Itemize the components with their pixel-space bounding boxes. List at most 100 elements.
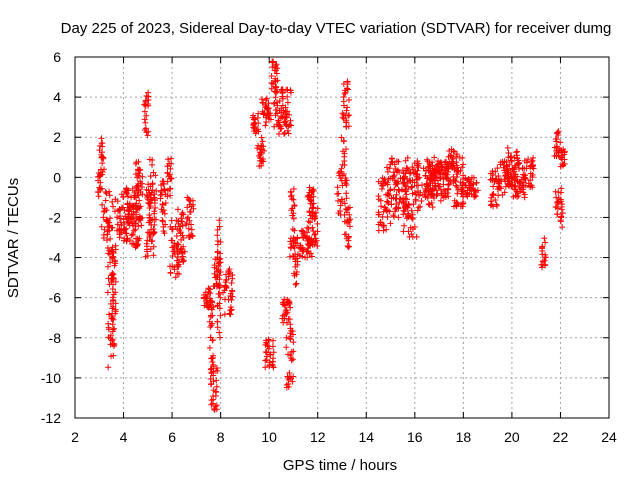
data-point-plus [186, 208, 193, 215]
data-point-plus [174, 240, 181, 247]
data-point-plus [501, 189, 508, 196]
data-point-plus [290, 234, 297, 241]
data-point-plus [117, 231, 124, 238]
data-point-plus [262, 122, 269, 129]
data-point-plus [223, 283, 230, 290]
data-point-plus [387, 175, 394, 182]
data-point-plus [553, 194, 560, 201]
data-point-plus [274, 77, 281, 84]
data-point-plus [512, 176, 519, 183]
data-point-plus [262, 97, 269, 104]
data-point-plus [165, 156, 172, 163]
data-point-plus [164, 162, 171, 169]
data-point-plus [342, 206, 349, 213]
data-point-plus [267, 351, 274, 358]
data-point-plus [135, 186, 142, 193]
data-point-plus [336, 172, 343, 179]
data-point-plus [450, 148, 457, 155]
data-point-plus [285, 130, 292, 137]
data-point-plus [490, 191, 497, 198]
x-tick-label: 8 [217, 429, 225, 445]
data-point-plus [273, 89, 280, 96]
data-point-plus [470, 181, 477, 188]
data-point-plus [105, 223, 112, 230]
data-point-plus [141, 108, 148, 115]
data-point-plus [134, 182, 141, 189]
data-point-plus [383, 207, 390, 214]
data-point-plus [203, 293, 210, 300]
data-point-plus [401, 179, 408, 186]
data-point-plus [114, 214, 121, 221]
data-point-plus [108, 337, 115, 344]
data-point-plus [208, 355, 215, 362]
data-point-plus [174, 206, 181, 213]
data-point-plus [213, 383, 220, 390]
data-point-plus [213, 377, 220, 384]
data-point-plus [265, 115, 272, 122]
y-tick-label: -2 [49, 209, 62, 225]
data-point-plus [177, 230, 184, 237]
data-point-plus [395, 158, 402, 165]
data-point-plus [527, 177, 534, 184]
data-point-plus [312, 215, 319, 222]
data-point-plus [473, 179, 480, 186]
data-point-plus [401, 222, 408, 229]
data-point-plus [492, 168, 499, 175]
data-point-plus [346, 243, 353, 250]
data-point-plus [400, 228, 407, 235]
data-point-plus [164, 178, 171, 185]
data-point-plus [493, 201, 500, 208]
data-point-plus [208, 397, 215, 404]
data-point-plus [290, 348, 297, 355]
data-point-plus [290, 196, 297, 203]
data-point-plus [136, 197, 143, 204]
data-point-plus [434, 177, 441, 184]
data-point-plus [270, 58, 277, 65]
data-point-plus [386, 192, 393, 199]
data-point-plus [311, 231, 318, 238]
data-point-plus [310, 193, 317, 200]
data-point-plus [257, 149, 264, 156]
data-point-plus [404, 154, 411, 161]
data-point-plus [275, 117, 282, 124]
data-point-plus [294, 255, 301, 262]
data-point-plus [281, 296, 288, 303]
data-point-plus [166, 263, 173, 270]
data-point-plus [525, 180, 532, 187]
data-point-plus [343, 117, 350, 124]
data-point-plus [386, 165, 393, 172]
data-point-plus [269, 343, 276, 350]
data-point-plus [284, 93, 291, 100]
data-point-plus [117, 213, 124, 220]
data-point-plus [255, 153, 262, 160]
data-point-plus [345, 244, 352, 251]
y-tick-labels: 6 4 2 0 -2 -4 -6 -8 -10 -12 [41, 49, 61, 426]
data-point-plus [168, 217, 175, 224]
data-point-plus [451, 176, 458, 183]
data-point-plus [512, 192, 519, 199]
data-point-plus [121, 237, 128, 244]
data-point-plus [337, 175, 344, 182]
data-point-plus [164, 193, 171, 200]
data-point-plus [311, 241, 318, 248]
data-point-plus [306, 242, 313, 249]
data-point-plus [413, 233, 420, 240]
data-point-plus [110, 275, 117, 282]
data-point-plus [176, 223, 183, 230]
data-point-plus [133, 242, 140, 249]
data-point-plus [559, 224, 566, 231]
data-point-plus [129, 231, 136, 238]
data-point-plus [552, 204, 559, 211]
data-point-plus [215, 290, 222, 297]
data-point-plus [149, 196, 156, 203]
data-point-plus [516, 188, 523, 195]
data-point-plus [276, 98, 283, 105]
data-point-plus [449, 158, 456, 165]
data-point-plus [210, 283, 217, 290]
data-point-plus [403, 191, 410, 198]
data-point-plus [505, 149, 512, 156]
data-point-plus [107, 259, 114, 266]
data-point-plus [337, 202, 344, 209]
data-point-plus [105, 364, 112, 371]
data-point-plus [123, 225, 130, 232]
